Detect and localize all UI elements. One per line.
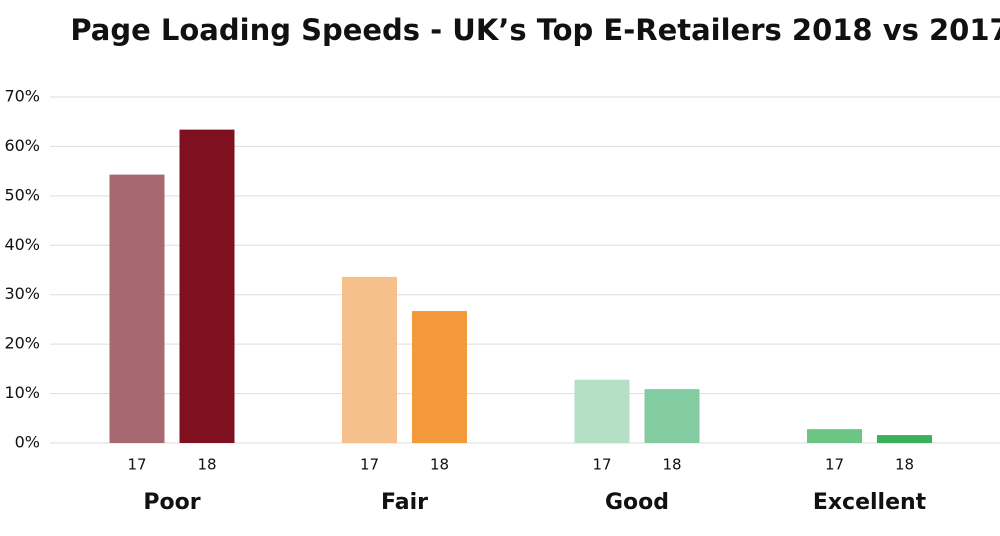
bar [109,174,165,444]
series-label: 17 [825,456,844,474]
y-tick-label: 0% [15,433,40,452]
chart-title: Page Loading Speeds - UK’s Top E-Retaile… [70,13,1000,47]
series-label: 18 [197,456,216,474]
bar [412,311,467,443]
y-tick-label: 60% [4,136,40,155]
series-label: 17 [360,456,379,474]
x-tick-label: Good [605,490,669,515]
series-label: 18 [662,456,681,474]
series-label: 18 [895,456,914,474]
bar [342,276,397,443]
y-tick-label: 30% [4,284,40,303]
series-label: 18 [430,456,449,474]
x-tick-label: Poor [143,490,200,515]
x-tick-label: Fair [381,490,428,515]
bar [877,435,932,443]
series-label: 17 [592,456,611,474]
x-tick-label: Excellent [813,490,927,515]
bar [574,379,630,443]
bar [179,129,235,443]
y-tick-label: 50% [4,185,40,204]
bar [644,389,700,443]
bar [807,429,862,443]
y-tick-label: 70% [4,87,40,106]
series-label: 17 [127,456,146,474]
y-tick-label: 40% [4,235,40,254]
y-tick-label: 20% [4,334,40,353]
y-tick-label: 10% [4,383,40,402]
